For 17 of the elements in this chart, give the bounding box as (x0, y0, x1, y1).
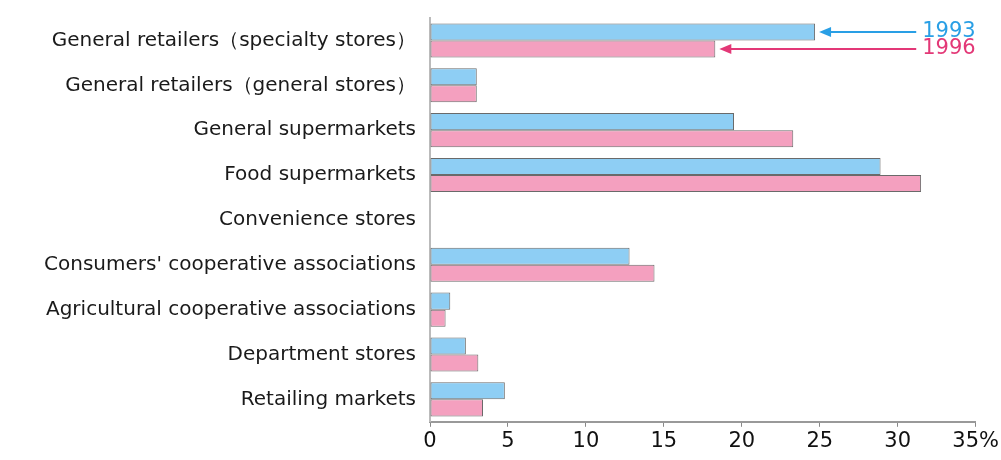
x-tick-label: 10 (572, 427, 600, 452)
y-tick-label: Food supermarkets (224, 161, 416, 186)
x-tick-label: 25 (806, 427, 834, 452)
y-tick-label: Department stores (227, 340, 416, 365)
x-tick-label: 30 (884, 427, 912, 452)
y-tick-label: General supermarkets (193, 116, 416, 141)
y-tick-label: General retailers（specialty stores） (51, 26, 416, 51)
x-tick-label: 15 (650, 427, 678, 452)
y-tick-label: Convenience stores (219, 206, 416, 231)
y-tick-label: Consumers' cooperative associations (44, 250, 416, 275)
y-tick-label: Retailing markets (240, 385, 416, 410)
x-tick-label: 20 (728, 427, 756, 452)
x-tick-label: 35% (952, 427, 1000, 452)
y-tick-label: Agricultural cooperative associations (45, 295, 416, 320)
x-tick-label: 0 (423, 427, 437, 452)
y-tick-label: General retailers（general stores） (65, 71, 416, 96)
x-tick-label: 5 (501, 427, 515, 452)
